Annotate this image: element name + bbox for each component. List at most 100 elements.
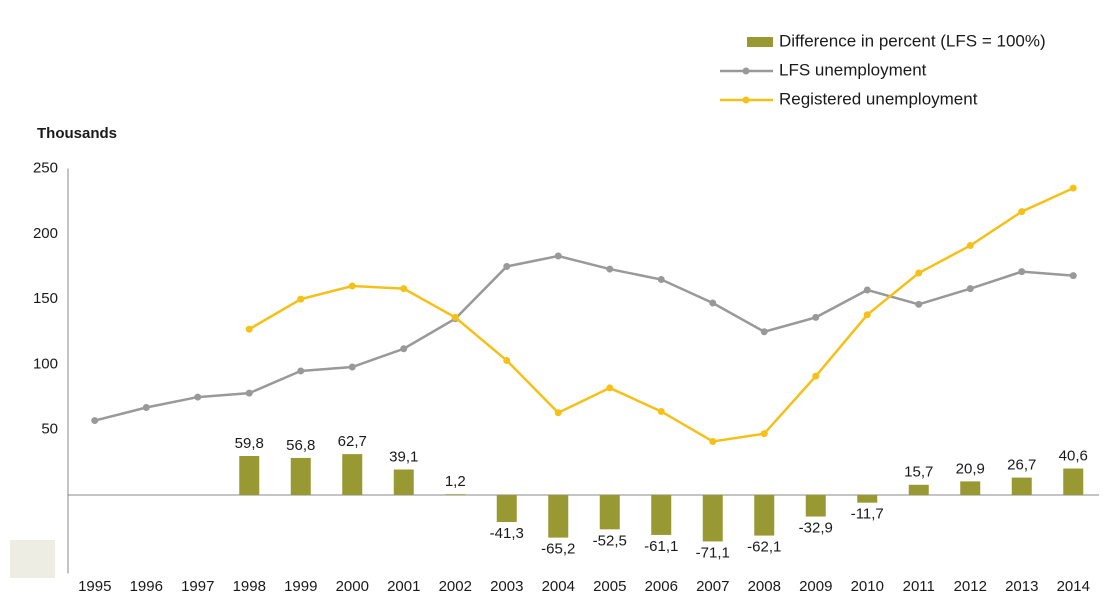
point	[400, 285, 408, 293]
point	[812, 313, 820, 321]
legend-swatch	[747, 37, 773, 47]
point	[812, 372, 820, 380]
x-tick-label: 2000	[336, 578, 369, 593]
point	[503, 262, 511, 270]
data-label: 62,7	[338, 433, 367, 450]
x-tick-label: 2014	[1057, 578, 1090, 593]
x-tick-label: 2004	[542, 578, 575, 593]
x-tick-label: 2005	[593, 578, 626, 593]
data-label: -71,1	[696, 544, 730, 561]
x-tick-label: 1999	[284, 578, 317, 593]
bar	[1011, 477, 1032, 496]
y-tick-label: 150	[33, 290, 58, 307]
bar	[857, 495, 878, 503]
data-label: -65,2	[541, 541, 575, 558]
point	[915, 300, 923, 308]
x-tick-label: 2001	[387, 578, 420, 593]
point	[1069, 272, 1077, 280]
point	[760, 430, 768, 438]
bar	[290, 457, 311, 496]
point	[709, 299, 717, 307]
y-tick-label: 250	[33, 159, 58, 176]
x-tick-label: 2011	[903, 578, 935, 593]
legend-label: Difference in percent (LFS = 100%)	[779, 31, 1046, 50]
data-label: 56,8	[286, 437, 315, 454]
bar	[960, 481, 981, 496]
bar	[599, 495, 620, 530]
point	[245, 325, 253, 333]
point	[348, 282, 356, 290]
legend-label: Registered unemployment	[779, 89, 978, 108]
point	[966, 285, 974, 293]
point	[91, 417, 99, 425]
point	[1069, 184, 1077, 192]
x-tick-label: 2007	[696, 578, 729, 593]
y-tick-label: 200	[33, 225, 58, 242]
point	[245, 389, 253, 397]
x-tick-label: 1997	[181, 578, 214, 593]
data-label: -61,1	[644, 538, 678, 555]
decoration	[10, 540, 55, 578]
x-tick-label: 1998	[233, 578, 266, 593]
data-label: -32,9	[799, 519, 833, 536]
point	[297, 367, 305, 375]
x-tick-label: 2009	[799, 578, 832, 593]
point	[1018, 208, 1026, 216]
data-label: 40,6	[1059, 447, 1088, 464]
line	[248, 186, 1074, 443]
legend-swatch	[742, 67, 750, 75]
bar	[393, 469, 414, 496]
data-label: 39,1	[389, 448, 418, 465]
point	[554, 409, 562, 417]
data-label: -62,1	[747, 539, 781, 556]
point	[657, 407, 665, 415]
x-tick-label: 2008	[748, 578, 781, 593]
x-tick-label: 2003	[490, 578, 523, 593]
legend-label: LFS unemployment	[779, 60, 927, 79]
x-tick-label: 2013	[1005, 578, 1038, 593]
bar	[548, 495, 569, 538]
point	[760, 328, 768, 336]
point	[503, 357, 511, 365]
point	[657, 276, 665, 284]
x-tick-label: 2002	[439, 578, 472, 593]
bar	[445, 494, 466, 496]
bar	[702, 495, 723, 542]
legend-swatch	[742, 96, 750, 104]
bar	[651, 495, 672, 535]
point	[966, 242, 974, 250]
data-label: -41,3	[490, 525, 524, 542]
point	[863, 286, 871, 294]
point	[606, 265, 614, 273]
data-label: 1,2	[445, 473, 466, 490]
point	[400, 345, 408, 353]
bar	[754, 495, 775, 536]
point	[348, 363, 356, 371]
x-tick-label: 2012	[954, 578, 987, 593]
line	[94, 254, 1074, 422]
data-label: 20,9	[956, 460, 985, 477]
data-label: 15,7	[904, 464, 933, 481]
x-tick-label: 1995	[78, 578, 111, 593]
x-tick-label: 1996	[130, 578, 163, 593]
bar	[908, 484, 929, 496]
data-label: -11,7	[851, 506, 884, 523]
point	[297, 295, 305, 303]
y-tick-label: 100	[33, 355, 58, 372]
point	[554, 252, 562, 260]
bar	[496, 495, 517, 523]
point	[709, 437, 717, 445]
bar	[1063, 468, 1084, 496]
data-label: 59,8	[235, 435, 264, 452]
y-axis-title: Thousands	[37, 125, 117, 142]
point	[606, 384, 614, 392]
x-tick-label: 2006	[645, 578, 678, 593]
point	[1018, 268, 1026, 276]
x-tick-label: 2010	[851, 578, 884, 593]
bar	[805, 495, 826, 517]
data-label: 26,7	[1007, 457, 1036, 474]
point	[915, 269, 923, 277]
bar	[239, 455, 260, 496]
y-tick-label: 50	[41, 421, 58, 438]
